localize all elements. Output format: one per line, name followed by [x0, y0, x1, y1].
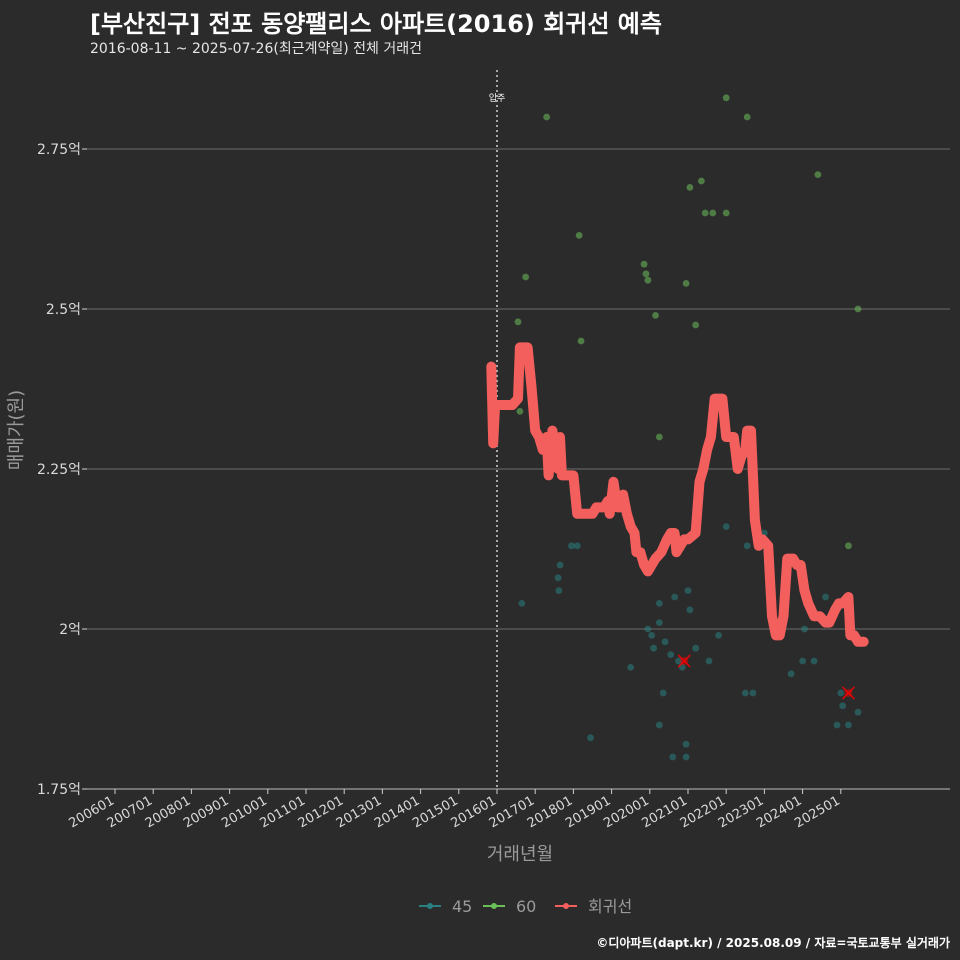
data-point-60	[516, 408, 524, 415]
data-point-45	[822, 593, 829, 601]
data-point-45	[661, 638, 669, 646]
data-point-60	[640, 260, 648, 268]
legend-label: 45	[452, 897, 472, 916]
data-point-45	[573, 542, 581, 550]
data-point-60	[577, 337, 585, 345]
data-point-45	[743, 542, 751, 550]
data-point-45	[810, 657, 818, 665]
data-point-60	[575, 232, 583, 239]
data-point-60	[709, 209, 717, 217]
y-tick-label: 2.75억	[37, 142, 81, 158]
data-point-45	[684, 587, 692, 594]
y-tick-label: 2억	[59, 622, 81, 638]
data-point-60	[697, 177, 705, 185]
legend: 45 60 회귀선	[419, 897, 632, 916]
data-point-45	[644, 625, 652, 633]
regression-layer	[486, 342, 869, 647]
data-point-45	[801, 625, 808, 633]
data-point-60	[652, 312, 659, 319]
data-point-45	[655, 619, 663, 626]
legend-key-dot	[563, 903, 569, 909]
data-point-60	[722, 94, 730, 102]
data-point-45	[833, 721, 841, 729]
outlier-cross	[841, 686, 856, 700]
data-point-45	[648, 632, 656, 639]
data-point-60	[686, 184, 694, 191]
data-point-45	[837, 689, 845, 697]
data-point-45	[554, 574, 562, 582]
data-point-45	[568, 542, 575, 550]
axis-layer: 1.75억2억2.25억2.5억2.75억2006012007012008012…	[6, 142, 950, 865]
data-point-45	[845, 721, 852, 729]
data-point-45	[675, 657, 682, 665]
move-in-label: 입주	[489, 92, 506, 104]
data-point-45	[671, 593, 679, 601]
data-point-45	[556, 561, 564, 569]
data-point-60	[692, 321, 700, 329]
chart-subtitle: 2016-08-11 ~ 2025-07-26(최근계약일) 전체 거래건	[90, 41, 422, 57]
data-point-60	[543, 113, 551, 121]
y-tick-label: 2.5억	[46, 302, 81, 318]
data-point-45	[692, 644, 700, 652]
data-point-45	[799, 657, 806, 665]
data-point-45	[655, 721, 663, 729]
data-point-45	[854, 708, 862, 716]
legend-key-dot	[427, 903, 433, 909]
data-point-60	[655, 433, 663, 441]
data-point-45	[705, 657, 713, 665]
y-axis-title: 매매가(원)	[6, 390, 27, 470]
legend-label: 회귀선	[588, 897, 632, 916]
data-point-45	[787, 670, 795, 678]
points-layer	[514, 94, 862, 761]
data-point-60	[522, 273, 530, 281]
data-point-45	[587, 734, 594, 742]
data-point-45	[722, 523, 730, 530]
data-point-60	[642, 270, 650, 278]
data-point-45	[839, 702, 847, 710]
data-point-45	[627, 664, 635, 671]
data-point-45	[741, 689, 749, 697]
grid-layer	[87, 148, 950, 790]
data-point-45	[715, 632, 722, 639]
data-point-45	[667, 651, 675, 658]
data-point-45	[749, 689, 757, 697]
x-axis-title: 거래년월	[487, 844, 553, 865]
data-point-60	[682, 280, 690, 287]
data-point-45	[518, 600, 526, 607]
data-point-60	[854, 305, 862, 313]
chart-title: [부산진구] 전포 동양팰리스 아파트(2016) 회귀선 예측	[90, 10, 662, 38]
data-point-45	[682, 740, 690, 748]
data-point-60	[743, 113, 751, 121]
data-point-60	[514, 318, 522, 326]
legend-label: 60	[516, 897, 536, 916]
data-point-45	[686, 606, 694, 614]
data-point-45	[650, 644, 658, 652]
y-tick-label: 1.75억	[37, 782, 81, 798]
data-point-45	[659, 689, 667, 697]
outlier-layer	[677, 654, 856, 700]
data-point-45	[555, 587, 563, 594]
y-tick-label: 2.25억	[37, 462, 81, 478]
data-point-60	[845, 542, 852, 550]
regression-line	[486, 342, 869, 647]
data-point-45	[682, 753, 690, 761]
data-point-60	[644, 276, 652, 284]
data-point-45	[669, 753, 677, 761]
move-in-line-layer: 입주	[489, 70, 506, 789]
outlier-cross	[677, 654, 691, 668]
credit-footer: ©디아파트(dapt.kr) / 2025.08.09 / 자료=국토교통부 실…	[596, 936, 950, 950]
data-point-60	[814, 171, 822, 179]
data-point-60	[722, 209, 730, 217]
legend-key-dot	[491, 903, 497, 909]
data-point-60	[701, 209, 709, 217]
data-point-45	[655, 600, 663, 607]
